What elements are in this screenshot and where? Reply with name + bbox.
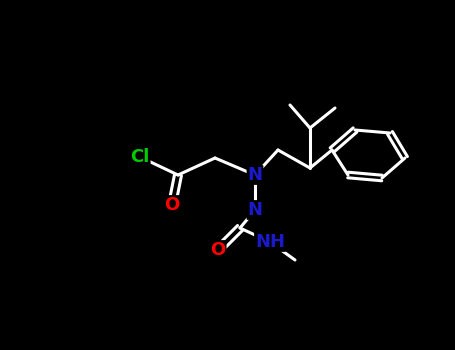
Text: O: O xyxy=(210,241,226,259)
Text: NH: NH xyxy=(255,233,285,251)
Text: N: N xyxy=(248,166,263,184)
Text: N: N xyxy=(248,201,263,219)
Text: Cl: Cl xyxy=(130,148,150,166)
Text: O: O xyxy=(164,196,180,214)
